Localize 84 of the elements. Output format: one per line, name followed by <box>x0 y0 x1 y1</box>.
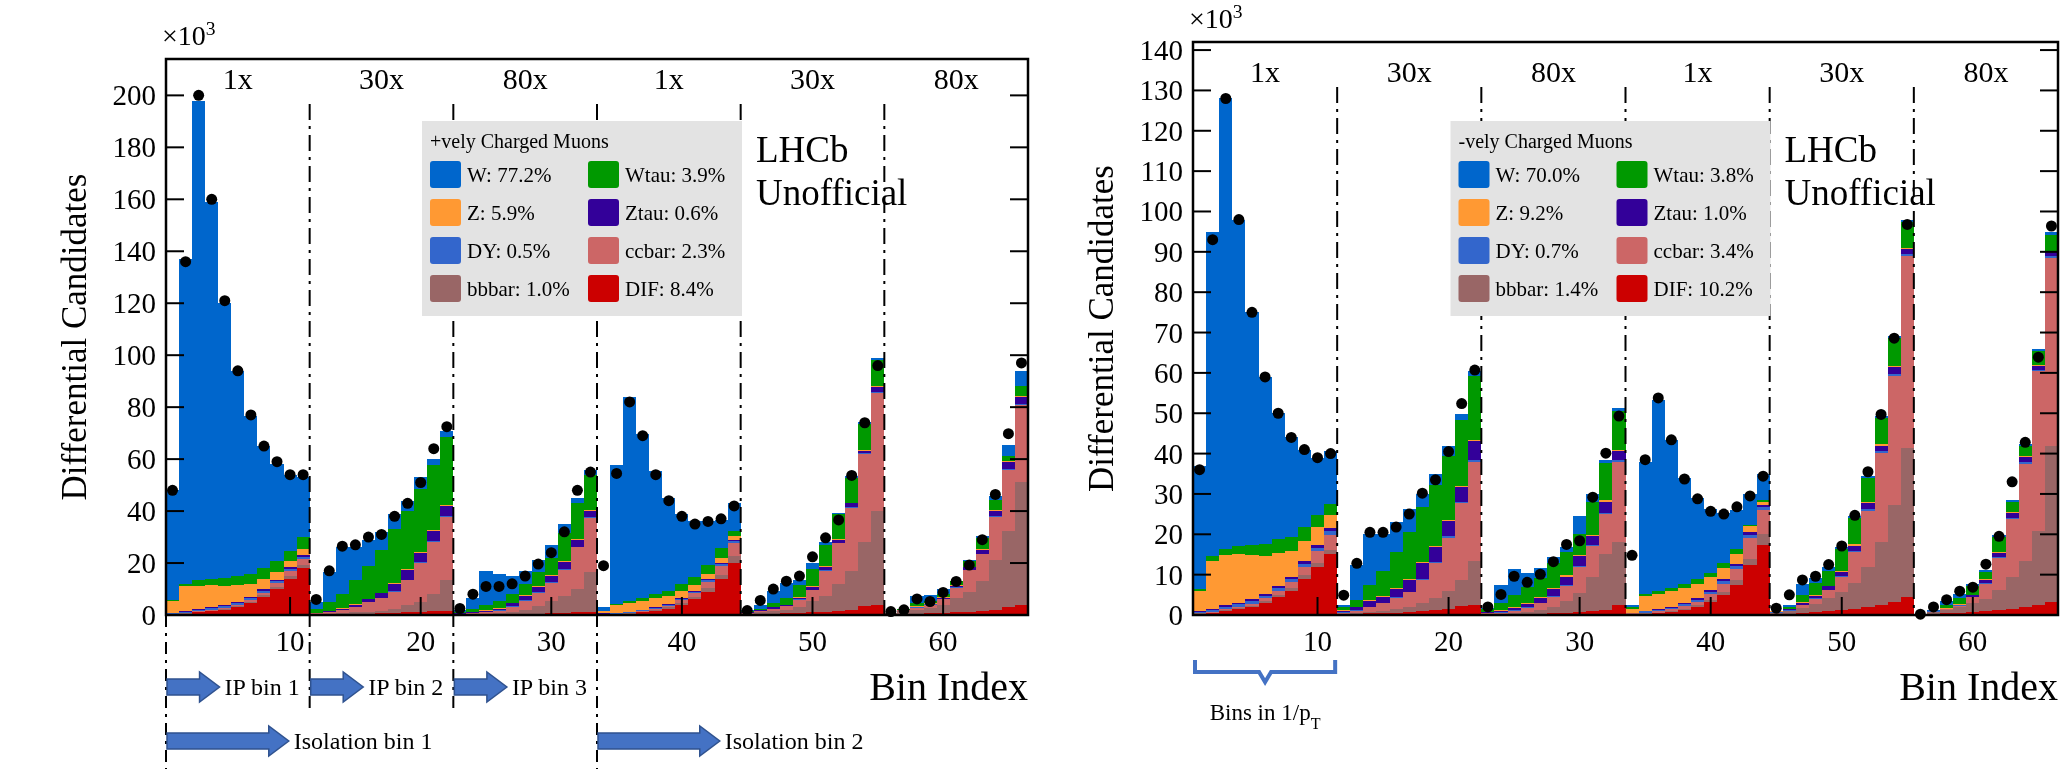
y-tick-label: 40 <box>127 495 156 528</box>
y-tick-label: 140 <box>112 235 156 268</box>
x-tick-label: 20 <box>406 625 436 657</box>
annotation: Unofficial <box>1784 172 1936 213</box>
y-tick-label: 70 <box>1154 316 1183 349</box>
y-tick-label: 30 <box>1154 477 1183 510</box>
x-tick-label: 30 <box>1565 625 1595 657</box>
y-tick-label: 100 <box>1139 195 1183 228</box>
x-tick-label: 40 <box>1696 625 1726 657</box>
annotation: 30x <box>1386 55 1432 88</box>
text: IP bin 1 <box>224 674 300 700</box>
y-tick-label: 90 <box>1154 235 1183 268</box>
legend-title: -vely Charged Muons <box>1458 130 1633 153</box>
y-tick-label: 0 <box>1168 599 1183 631</box>
legend-label: Z: 9.2% <box>1495 201 1564 225</box>
y-tick-label: 120 <box>1139 114 1183 147</box>
text: IP bin 3 <box>511 674 588 700</box>
legend-label: Wtau: 3.9% <box>625 163 726 187</box>
legend-label: DY: 0.5% <box>467 239 551 263</box>
x-tick-label: 10 <box>1303 625 1333 657</box>
annotation: 80x <box>1530 55 1576 88</box>
annotation: 30x <box>1819 55 1865 88</box>
y-tick-label: 10 <box>1154 558 1183 591</box>
text: IP bin 2 <box>368 674 444 700</box>
legend-label: ccbar: 3.4% <box>1653 239 1754 263</box>
y-tick-label: 110 <box>1140 155 1183 188</box>
text: Isolation bin 1 <box>293 728 433 754</box>
y-tick-label: 80 <box>127 391 156 424</box>
x-tick-label: 60 <box>1958 625 1988 657</box>
legend-label: bbbar: 1.4% <box>1495 277 1599 301</box>
text: Isolation bin 2 <box>724 728 864 754</box>
annotation: LHCb <box>1784 129 1877 170</box>
y-tick-label: 20 <box>1154 518 1183 551</box>
y-tick-label: 100 <box>112 339 156 372</box>
x-tick-label: 50 <box>798 625 827 657</box>
x-axis-title: Bin Index <box>869 664 1028 709</box>
annotation: 1x <box>1682 55 1713 88</box>
y-tick-label: 20 <box>127 547 156 580</box>
y-tick-label: 160 <box>112 183 156 216</box>
y-axis-title: Differential Candidates <box>55 173 94 501</box>
legend-label: Wtau: 3.8% <box>1653 163 1754 187</box>
legend-label: DIF: 8.4% <box>625 277 714 301</box>
y-tick-label: 0 <box>141 599 156 631</box>
annotation: 1x <box>1250 55 1281 88</box>
annotation: Unofficial <box>756 172 908 213</box>
legend-label: Ztau: 1.0% <box>1653 201 1747 225</box>
legend-label: W: 77.2% <box>467 163 552 187</box>
text: ×10$^{3}$ <box>1189 0 1243 34</box>
annotation: 30x <box>359 62 404 95</box>
x-axis-title: Bin Index <box>1899 664 2058 709</box>
annotation: 80x <box>1963 55 2009 88</box>
annotation: LHCb <box>756 129 849 170</box>
y-tick-label: 40 <box>1154 437 1183 470</box>
y-axis-title: Differential Candidates <box>1082 165 1121 492</box>
x-tick-label: 20 <box>1434 625 1464 657</box>
x-tick-label: 40 <box>667 625 697 657</box>
y-tick-label: 130 <box>1139 74 1183 107</box>
legend-label: ccbar: 2.3% <box>625 239 726 263</box>
y-tick-label: 180 <box>112 131 156 164</box>
annotation: 1x <box>653 62 684 95</box>
text: Bins in 1/p$_{T}$ <box>1209 700 1321 732</box>
x-tick-label: 30 <box>536 625 566 657</box>
annotation: 30x <box>790 62 835 95</box>
legend-label: DIF: 10.2% <box>1653 277 1753 301</box>
text: ×10$^{3}$ <box>162 17 216 51</box>
y-tick-label: 60 <box>127 443 156 476</box>
legend-label: Z: 5.9% <box>467 201 535 225</box>
x-tick-label: 50 <box>1827 625 1857 657</box>
annotation: 80x <box>933 62 979 95</box>
annotation: 1x <box>222 62 253 95</box>
x-tick-label: 60 <box>928 625 958 657</box>
y-tick-label: 200 <box>112 79 156 112</box>
x-tick-label: 10 <box>275 625 305 657</box>
annotation: 80x <box>502 62 548 95</box>
legend-label: Ztau: 0.6% <box>625 201 719 225</box>
y-tick-label: 140 <box>1139 34 1183 67</box>
legend-label: bbbar: 1.0% <box>467 277 570 301</box>
y-tick-label: 120 <box>112 287 156 320</box>
legend-label: DY: 0.7% <box>1495 239 1579 263</box>
legend-title: +vely Charged Muons <box>430 130 609 153</box>
y-tick-label: 80 <box>1154 276 1183 309</box>
y-tick-label: 50 <box>1154 397 1183 430</box>
legend-label: W: 70.0% <box>1495 163 1580 187</box>
y-tick-label: 60 <box>1154 356 1183 389</box>
